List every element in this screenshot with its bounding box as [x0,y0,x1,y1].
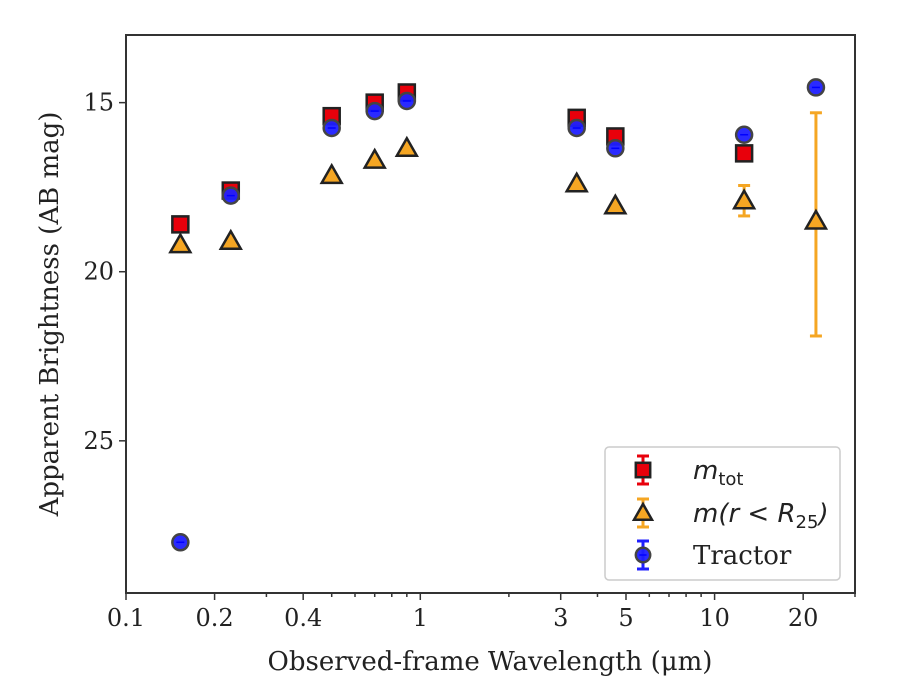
data-point [603,193,628,215]
data-point [362,147,387,169]
data-point [171,215,190,234]
y-axis-label: Apparent Brightness (AB mag) [35,112,65,518]
x-axis: 0.1 0.2 0.4 1 3 5 10 20 [107,593,856,632]
legend-box [604,446,841,581]
plot-marks [168,78,829,552]
legend-label: mtot [693,456,743,490]
y-tick-label: 15 [83,89,114,117]
x-tick-label: 0.1 [107,604,145,632]
x-tick-label: 1 [413,604,428,632]
x-tick-label: 0.2 [196,604,234,632]
legend-marker [631,501,655,521]
legend-marker [634,461,652,479]
data-point [319,162,344,185]
data-point [394,135,419,158]
data-point [168,232,193,254]
data-point [734,144,754,163]
plot-frame [125,34,856,594]
data-point [803,208,829,230]
x-tick-label: 5 [618,604,633,632]
x-tick-label: 20 [788,604,819,632]
x-tick-label: 10 [699,604,730,632]
x-tick-label: 3 [553,604,568,632]
data-point [218,228,243,251]
data-point [564,171,589,193]
data-point [731,188,757,210]
legend-label: m(r < R25) [693,499,829,533]
legend-label: Tractor [693,541,792,571]
y-tick-label: 25 [83,427,114,455]
x-tick-label: 0.4 [284,604,322,632]
y-axis: 15 20 25 [83,89,126,455]
legend: mtot m(r < R25) Tractor [604,446,841,581]
y-tick-label: 20 [83,258,114,286]
x-axis-label: Observed-frame Wavelength (μm) [268,647,713,677]
